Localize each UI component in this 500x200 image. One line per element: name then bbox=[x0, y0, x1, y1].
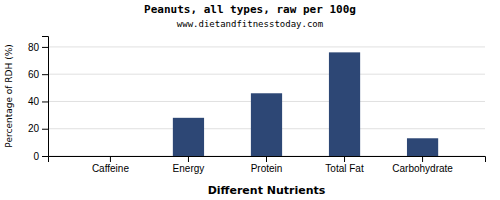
y-tick-label: 60 bbox=[28, 69, 40, 80]
x-axis-title: Different Nutrients bbox=[208, 184, 326, 197]
bar bbox=[251, 93, 282, 156]
bar bbox=[173, 118, 204, 156]
y-tick-label: 0 bbox=[33, 151, 39, 162]
y-axis-title: Percentage of RDH (%) bbox=[4, 44, 14, 147]
grid bbox=[48, 47, 485, 156]
y-axis-line bbox=[42, 37, 49, 157]
plot: 020406080CaffeineEnergyProteinTotal FatC… bbox=[28, 37, 486, 175]
x-axis-line bbox=[49, 157, 486, 163]
y-tick: 60 bbox=[28, 69, 48, 80]
x-tick: Total Fat bbox=[325, 156, 364, 174]
y-tick-mark bbox=[42, 156, 48, 157]
bar bbox=[329, 52, 360, 156]
x-tick-label: Caffeine bbox=[92, 163, 130, 174]
title: Peanuts, all types, raw per 100g bbox=[144, 3, 356, 16]
x-tick-mark bbox=[110, 156, 111, 162]
x-tick-mark bbox=[344, 156, 345, 162]
x-tick-label: Total Fat bbox=[325, 163, 364, 174]
y-tick-mark bbox=[42, 47, 48, 48]
y-tick-label: 20 bbox=[28, 123, 40, 134]
x-tick: Carbohydrate bbox=[392, 156, 453, 174]
subtitle: www.dietandfitnesstoday.com bbox=[177, 19, 323, 29]
y-tick: 80 bbox=[28, 42, 48, 53]
grid-line bbox=[48, 74, 485, 75]
y-tick: 0 bbox=[33, 151, 48, 162]
bar bbox=[407, 138, 438, 156]
y-tick-mark bbox=[42, 74, 48, 75]
bars bbox=[173, 52, 438, 156]
x-tick-mark bbox=[422, 156, 423, 162]
x-axis: Caffeine Energy Protein Total Fat Carbohydra… bbox=[49, 156, 486, 174]
x-tick-label: Protein bbox=[251, 163, 283, 174]
grid-line bbox=[48, 46, 485, 47]
x-tick-label: Carbohydrate bbox=[392, 163, 453, 174]
x-tick-mark bbox=[266, 156, 267, 162]
y-axis: 0 20 40 60 80 bbox=[28, 37, 49, 162]
y-tick-mark bbox=[42, 129, 48, 130]
x-tick: Energy bbox=[173, 156, 205, 174]
y-tick: 20 bbox=[28, 123, 48, 134]
x-tick-label: Energy bbox=[173, 163, 205, 174]
x-tick: Caffeine bbox=[92, 156, 130, 174]
x-tick: Protein bbox=[251, 156, 283, 174]
chart: Peanuts, all types, raw per 100g www.diet… bbox=[0, 0, 500, 200]
bar bbox=[95, 156, 126, 157]
x-tick-mark bbox=[188, 156, 189, 162]
y-tick-label: 80 bbox=[28, 42, 40, 53]
y-tick-label: 40 bbox=[28, 96, 40, 107]
y-tick: 40 bbox=[28, 96, 48, 107]
y-tick-mark bbox=[42, 101, 48, 102]
